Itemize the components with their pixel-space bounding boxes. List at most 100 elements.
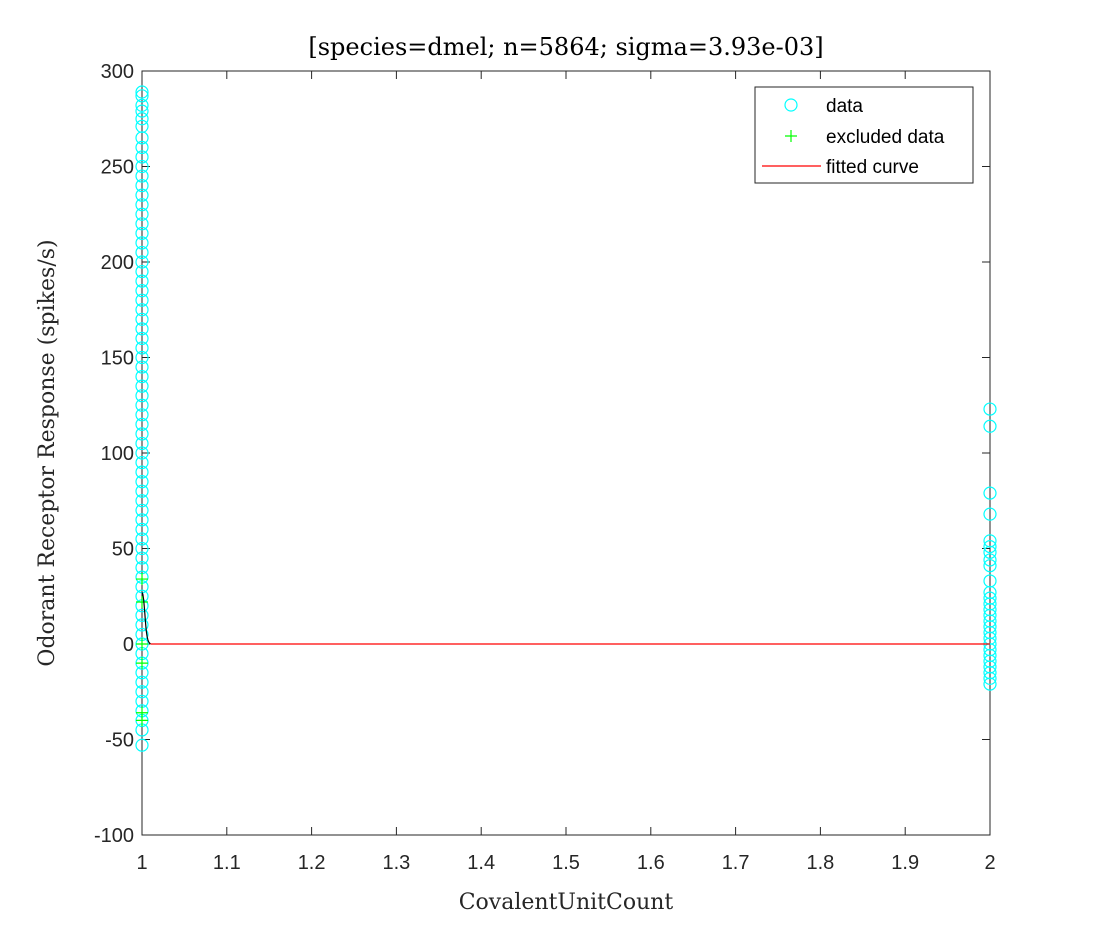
data-point [135,198,149,212]
plot-frame [141,70,991,836]
legend-excluded-label: excluded data [826,127,945,148]
data-point [135,303,149,317]
y-tick-label: 300 [101,61,134,83]
data-point [135,417,149,431]
data-point [135,245,149,260]
data-point [983,553,997,567]
y-tick-label: 50 [112,539,134,561]
fitted-curve-steep [141,592,151,645]
x-tick-label: 1.8 [806,852,834,874]
data-point [135,436,149,451]
data-point [983,559,997,573]
data-point [135,322,149,336]
data-point [135,618,149,632]
data-point [135,104,149,118]
data-point [135,379,149,393]
excluded-point [136,573,148,586]
data-point [135,312,149,326]
legend-data-label: data [826,96,863,117]
data-point [983,671,997,685]
x-tick-label: 1.4 [467,852,495,874]
data-point [135,226,149,240]
data-point [135,217,149,231]
x-axis: 1 1.1 1.2 1.3 1.4 1.5 1.6 1.7 1.8 1.9 2 [136,71,996,874]
data-point [135,350,149,365]
data-point [135,207,149,221]
legend-fitted-label: fitted curve [826,157,919,178]
x-tick-label: 1.7 [722,852,750,874]
data-point [135,675,149,689]
legend: data excluded data fitted curve [754,86,974,184]
excluded-point [136,714,148,727]
data-point [983,539,997,554]
data-point [135,159,149,174]
y-tick-label: 100 [101,443,134,465]
data-point [135,360,149,374]
x-tick-label: 2 [984,852,995,874]
data-point [135,446,149,460]
data-point [135,551,149,565]
excluded-point [136,657,148,670]
data-point [983,507,997,521]
data-point [135,150,149,164]
data-point [135,341,149,355]
x-tick-label: 1.5 [552,852,580,874]
data-point [135,455,149,470]
data-point [983,545,997,559]
data-point [983,486,997,500]
y-tick-label: 250 [101,157,134,179]
x-tick-label: 1.2 [298,852,326,874]
data-point [135,284,149,298]
legend-excluded-marker [785,130,797,142]
data-point [135,236,149,250]
data-point [135,484,149,498]
data-point [983,419,997,433]
plot-area: 1 1.1 1.2 1.3 1.4 1.5 1.6 1.7 1.8 1.9 2 -100 -50 0 50… [94,61,997,874]
x-axis-title: CovalentUnitCount [459,890,674,915]
data-point [135,274,149,288]
data-point [135,112,149,126]
data-series [135,85,997,752]
data-point [135,685,149,699]
data-point [135,255,149,269]
data-point [135,408,149,422]
data-point [135,85,149,99]
y-tick-label: 150 [101,348,134,370]
data-point [135,398,149,412]
data-point [135,503,149,517]
data-point [135,389,149,403]
data-point [135,89,149,103]
data-point [983,402,997,416]
y-tick-label: -100 [94,825,134,847]
excluded-point [136,595,148,608]
data-point [135,738,149,752]
data-point [983,677,997,691]
data-point [135,131,149,145]
y-tick-label: 0 [123,634,134,656]
excluded-point [136,638,148,650]
x-tick-label: 1.9 [891,852,919,874]
data-point [135,541,149,556]
data-point [135,331,149,345]
x-tick-label: 1.6 [637,852,665,874]
data-point [135,188,149,202]
y-tick-label: 200 [101,252,134,274]
data-point [135,98,149,112]
fitted-curve-series [141,592,990,645]
data-point [135,169,149,183]
data-point [135,513,149,527]
x-tick-label: 1.1 [213,852,241,874]
data-point [135,293,149,307]
data-point [135,140,149,154]
data-point [135,532,149,546]
data-point [135,522,149,537]
chart-title: [species=dmel; n=5864; sigma=3.93e-03] [308,33,823,61]
y-axis-title: Odorant Receptor Response (spikes/s) [35,239,60,666]
excluded-data-series [136,573,148,727]
data-point [135,370,149,384]
data-point [135,179,149,193]
data-point [135,475,149,489]
data-point [135,427,149,441]
data-point [135,465,149,479]
